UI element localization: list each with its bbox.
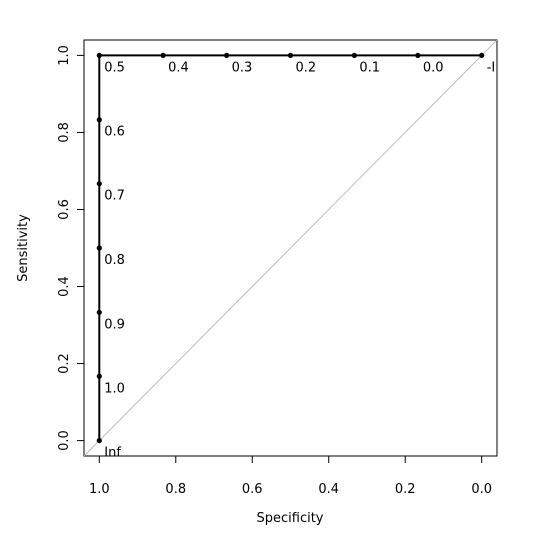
point xyxy=(96,437,102,444)
point xyxy=(96,373,102,379)
y-tick-label: 0.0 xyxy=(57,430,72,451)
point xyxy=(224,52,230,59)
x-tick-label: 1.0 xyxy=(89,482,110,497)
x-tick-label: 0.6 xyxy=(242,482,263,497)
point xyxy=(415,52,421,59)
point xyxy=(96,309,102,315)
threshold-label: -I xyxy=(487,60,496,75)
point xyxy=(479,52,485,59)
threshold-label: Inf xyxy=(104,446,121,461)
point xyxy=(160,52,166,59)
y-axis-label: Sensitivity xyxy=(16,214,31,282)
y-tick-label: 1.0 xyxy=(57,45,72,66)
threshold-label: 0.8 xyxy=(104,253,125,268)
x-axis-label: Specificity xyxy=(257,511,324,526)
x-tick-label: 0.0 xyxy=(471,482,492,497)
threshold-label: 0.1 xyxy=(359,60,380,75)
y-tick-label: 0.4 xyxy=(57,276,72,297)
point xyxy=(351,52,357,59)
x-tick-label: 0.2 xyxy=(395,482,416,497)
y-tick-label: 0.2 xyxy=(57,353,72,374)
threshold-label: 0.6 xyxy=(104,125,125,140)
threshold-label: 0.0 xyxy=(423,60,444,75)
threshold-label: 0.5 xyxy=(104,60,125,75)
point xyxy=(96,181,102,187)
threshold-label: 0.7 xyxy=(104,189,125,204)
plot-box xyxy=(83,39,498,457)
point xyxy=(96,117,102,123)
point xyxy=(96,52,102,59)
threshold-label: 0.2 xyxy=(296,60,317,75)
threshold-label: 0.3 xyxy=(232,60,253,75)
x-tick-label: 0.4 xyxy=(318,482,339,497)
diagonal xyxy=(84,40,497,456)
y-tick-label: 0.6 xyxy=(57,199,72,220)
x-tick-label: 0.8 xyxy=(165,482,186,497)
point xyxy=(96,245,102,251)
point xyxy=(287,52,294,59)
threshold-label: 0.4 xyxy=(168,60,189,75)
y-tick-label: 0.8 xyxy=(57,122,72,143)
threshold-label: 0.9 xyxy=(104,317,125,332)
threshold-label: 1.0 xyxy=(104,381,125,396)
